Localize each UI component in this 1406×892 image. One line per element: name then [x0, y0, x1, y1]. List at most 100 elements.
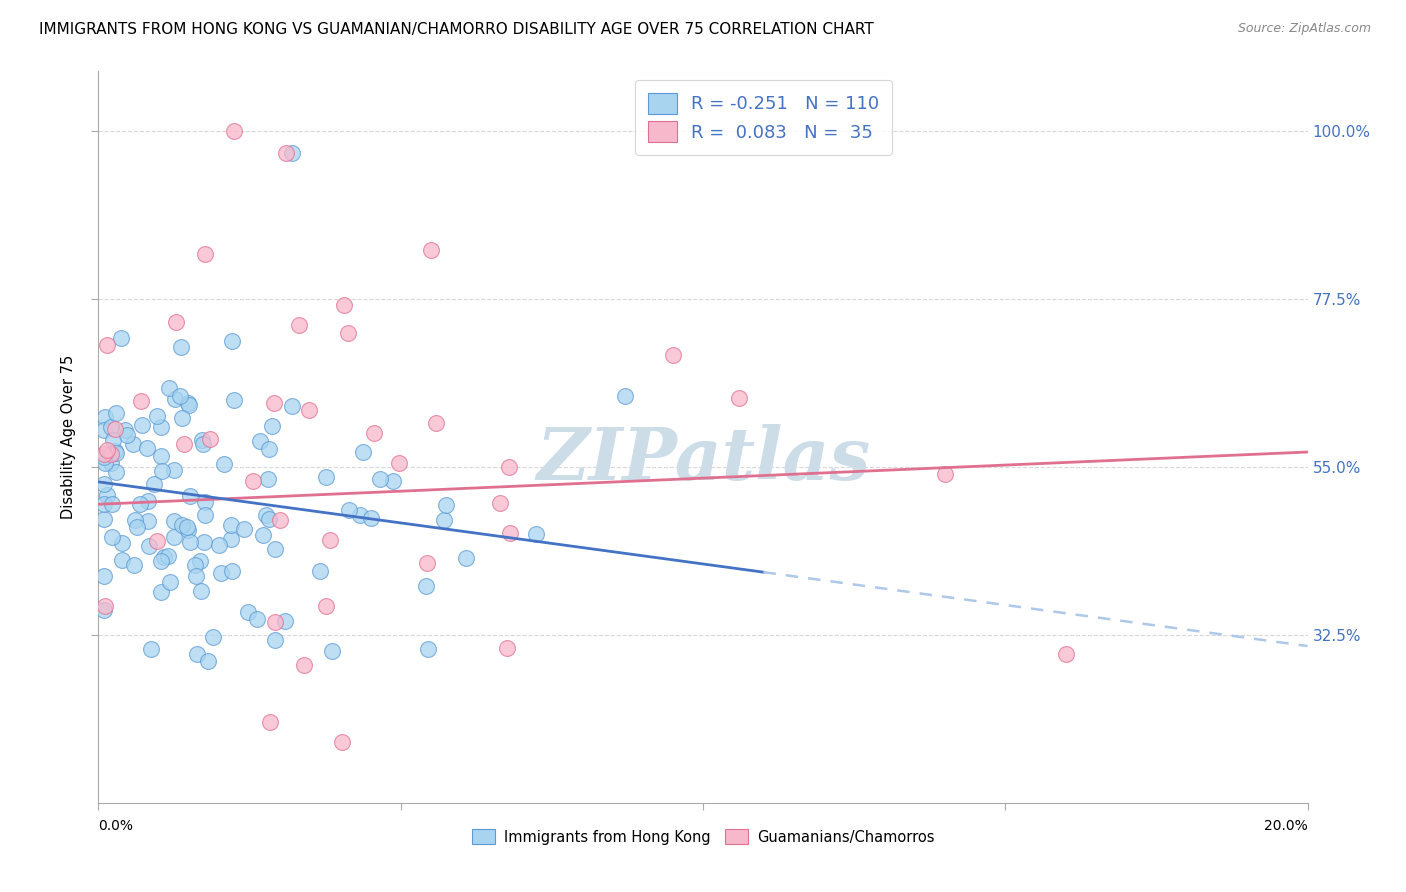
Text: 20.0%: 20.0%: [1264, 819, 1308, 833]
Point: [110, 553, 132, 567]
Point: [212, 457, 235, 471]
Point: [252, 527, 274, 541]
Point: [153, 550, 176, 565]
Point: [454, 551, 477, 566]
Point: [111, 536, 134, 550]
Point: [263, 632, 285, 647]
Point: [292, 657, 315, 672]
Point: [420, 244, 443, 258]
Point: [191, 437, 214, 451]
Point: [127, 520, 149, 534]
Point: [219, 518, 242, 533]
Point: [114, 423, 136, 437]
Point: [93, 603, 115, 617]
Point: [388, 456, 411, 470]
Point: [165, 315, 187, 329]
Point: [249, 434, 271, 449]
Point: [93, 447, 115, 461]
Point: [337, 503, 360, 517]
Point: [281, 399, 304, 413]
Text: 0.0%: 0.0%: [98, 819, 134, 833]
Point: [288, 318, 311, 332]
Point: [138, 539, 160, 553]
Point: [524, 526, 547, 541]
Point: [416, 642, 439, 657]
Point: [100, 497, 122, 511]
Point: [115, 428, 138, 442]
Point: [208, 538, 231, 552]
Point: [124, 513, 146, 527]
Point: [93, 477, 115, 491]
Point: [236, 606, 259, 620]
Point: [209, 566, 232, 581]
Point: [150, 420, 173, 434]
Point: [100, 447, 122, 461]
Point: [336, 326, 359, 341]
Point: [159, 574, 181, 589]
Point: [150, 464, 173, 478]
Point: [202, 630, 225, 644]
Point: [170, 340, 193, 354]
Point: [101, 433, 124, 447]
Point: [179, 534, 201, 549]
Point: [263, 542, 285, 557]
Y-axis label: Disability Age Over 75: Disability Age Over 75: [60, 355, 76, 519]
Point: [263, 615, 285, 629]
Point: [233, 522, 256, 536]
Point: [498, 459, 520, 474]
Point: [149, 553, 172, 567]
Text: IMMIGRANTS FROM HONG KONG VS GUAMANIAN/CHAMORRO DISABILITY AGE OVER 75 CORRELATI: IMMIGRANTS FROM HONG KONG VS GUAMANIAN/C…: [39, 22, 875, 37]
Point: [315, 470, 337, 484]
Point: [281, 146, 304, 161]
Point: [142, 477, 165, 491]
Point: [308, 564, 330, 578]
Point: [93, 497, 115, 511]
Point: [156, 549, 179, 563]
Point: [330, 735, 353, 749]
Point: [259, 714, 281, 729]
Point: [222, 124, 245, 138]
Point: [122, 437, 145, 451]
Point: [169, 389, 191, 403]
Point: [100, 456, 122, 470]
Point: [415, 556, 437, 570]
Point: [104, 444, 127, 458]
Point: [352, 445, 374, 459]
Point: [269, 513, 291, 527]
Point: [934, 467, 956, 482]
Point: [128, 497, 150, 511]
Point: [190, 583, 212, 598]
Point: [332, 298, 354, 312]
Point: [315, 599, 337, 613]
Point: [177, 395, 200, 409]
Point: [179, 398, 201, 412]
Point: [149, 449, 172, 463]
Point: [297, 402, 319, 417]
Text: ZIPatlas: ZIPatlas: [536, 424, 870, 494]
Point: [221, 564, 243, 578]
Point: [242, 474, 264, 488]
Point: [93, 450, 115, 464]
Point: [191, 434, 214, 448]
Point: [96, 443, 118, 458]
Point: [96, 488, 118, 502]
Point: [150, 584, 173, 599]
Point: [157, 381, 180, 395]
Point: [256, 472, 278, 486]
Point: [139, 641, 162, 656]
Point: [105, 446, 128, 460]
Point: [179, 489, 201, 503]
Point: [489, 496, 512, 510]
Point: [254, 508, 277, 522]
Point: [101, 530, 124, 544]
Point: [349, 508, 371, 522]
Point: [259, 442, 281, 456]
Point: [163, 392, 186, 406]
Point: [194, 508, 217, 522]
Point: [221, 334, 243, 349]
Point: [177, 523, 200, 537]
Point: [138, 493, 160, 508]
Point: [146, 409, 169, 424]
Point: [197, 654, 219, 668]
Point: [104, 407, 127, 421]
